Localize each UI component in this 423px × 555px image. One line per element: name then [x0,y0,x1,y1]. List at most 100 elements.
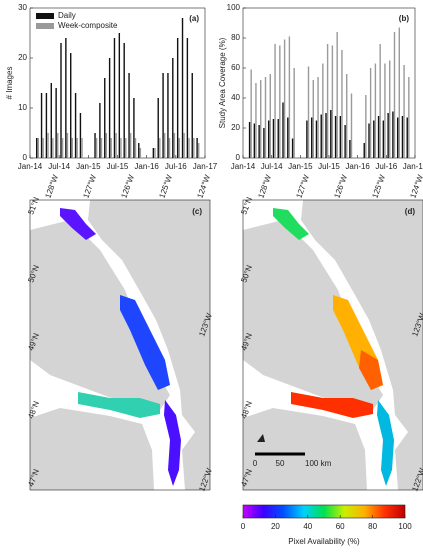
bar [392,111,394,158]
bar [264,77,267,158]
bar [373,120,375,158]
bar [274,44,276,158]
colorbar [242,504,406,519]
map-c: (c)128°W 127°W 126°W 125°W 124°W51°N50°N49°N… [26,173,214,492]
bar [336,32,338,158]
bar [310,117,313,158]
bar [384,63,386,158]
bar [104,78,106,158]
bar [293,68,295,158]
panel-label: (a) [189,14,199,23]
bar [47,133,49,158]
bar [120,138,122,158]
bar [279,45,281,158]
bar [282,102,284,158]
bar [154,148,156,158]
colorbar-tick-label: 40 [303,522,312,531]
bar [396,117,399,158]
bar [250,69,252,158]
bar [138,143,140,158]
bar [288,36,291,158]
y-tick-label: 80 [231,33,240,42]
bar [248,122,251,158]
bar [401,116,404,158]
bar [350,93,353,158]
bar [129,133,132,158]
lon-label: 128°W [43,173,60,199]
bar [162,73,164,158]
bar [123,43,125,158]
lon-label: 124°W [408,173,423,199]
scale-label: 50 [276,459,285,468]
bar [74,93,77,158]
colorbar-tick-label: 80 [368,522,377,531]
bar [272,119,275,158]
y-tick-label: 30 [18,3,27,12]
bar [408,77,410,158]
x-tick-label: Jul-14 [261,162,283,171]
legend-swatch [36,13,54,19]
bar [346,74,348,158]
bar [66,133,69,158]
y-axis-label: # Images [5,67,14,100]
lon-label: 124°W [195,173,212,199]
bar [263,128,265,158]
y-tick-label: 0 [236,153,241,162]
y-tick-label: 20 [231,123,240,132]
bar [118,33,121,158]
lon-label: 125°W [157,173,174,199]
bar [269,74,271,158]
y-tick-label: 100 [227,3,241,12]
bar [167,73,169,158]
bar [105,133,108,158]
bar [176,38,179,158]
bar [398,27,400,158]
lon-label: 126°W [119,173,136,199]
bar [168,138,171,158]
bar [377,116,380,158]
bar [193,138,195,158]
bar [173,133,176,158]
bar [196,138,198,158]
bar [183,133,185,158]
bar [35,138,38,158]
bar [198,143,200,158]
y-tick-label: 60 [231,63,240,72]
bar [79,113,82,158]
x-tick-label: Jul-15 [107,162,129,171]
x-tick-label: Jan-15 [288,162,313,171]
x-tick-label: Jan-14 [18,162,43,171]
bar [369,68,372,158]
bar [115,133,117,158]
bar [312,80,314,158]
bar [260,80,262,158]
north-arrow [257,434,265,442]
bar [71,138,74,158]
bar [157,98,159,158]
bar [365,95,367,158]
bar [331,45,334,158]
bar [389,60,391,158]
bar [139,148,142,158]
bar [315,120,318,158]
bar [128,73,130,158]
bar [99,103,101,158]
lon-label: 127°W [294,173,311,199]
bar [255,83,257,158]
bar [326,44,329,158]
bar [76,138,78,158]
legend-swatch [36,23,54,29]
scale-label: 0 [253,459,258,468]
bar [317,77,319,158]
bar [406,117,408,158]
bar [393,32,396,158]
bar [307,66,310,158]
panel-label: (b) [399,14,410,23]
x-tick-label: Jan-17 [403,162,423,171]
bar [81,138,83,158]
lon-label: 128°W [256,173,273,199]
bar [287,117,289,158]
x-tick-label: Jul-14 [48,162,70,171]
bar [113,38,116,158]
colorbar-tick-label: 0 [241,522,246,531]
